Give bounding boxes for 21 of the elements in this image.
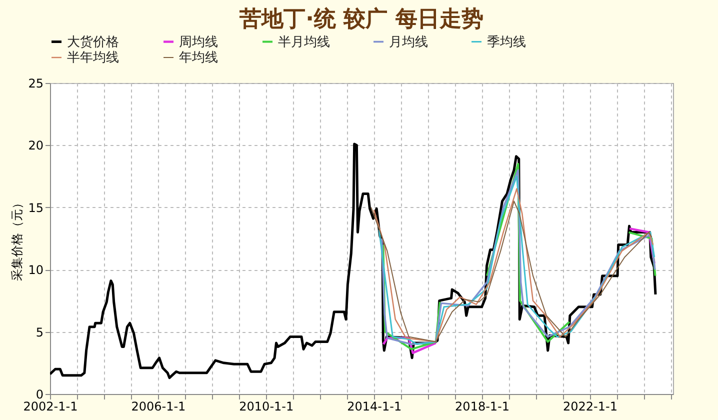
y-tick-label: 0: [36, 388, 44, 402]
y-tick-label: 25: [28, 76, 44, 90]
legend-label: 半月均线: [278, 34, 330, 50]
x-tick-label: 2014-1-1: [347, 400, 402, 414]
x-tick-label: 2010-1-1: [239, 400, 294, 414]
legend-label: 半年均线: [67, 50, 119, 66]
x-tick-label: 2018-1-1: [455, 400, 510, 414]
x-tick-label: 2022-1-1: [562, 400, 618, 414]
legend-label: 周均线: [179, 34, 218, 50]
x-tick-label: 2002-1-1: [23, 400, 78, 414]
legend-label: 大货价格: [67, 34, 119, 50]
legend-label: 年均线: [179, 50, 218, 66]
y-tick-label: 15: [28, 200, 44, 215]
chart-title: 苦地丁·统 较广 每日走势: [238, 6, 484, 32]
y-tick-label: 10: [28, 263, 44, 278]
x-tick-label: 2006-1-1: [131, 400, 186, 414]
legend-label: 月均线: [389, 34, 428, 50]
y-axis-title: 采集价格（元）: [10, 197, 24, 281]
legend-label: 季均线: [487, 34, 526, 50]
y-tick-label: 5: [36, 325, 44, 340]
y-tick-label: 20: [28, 138, 44, 153]
